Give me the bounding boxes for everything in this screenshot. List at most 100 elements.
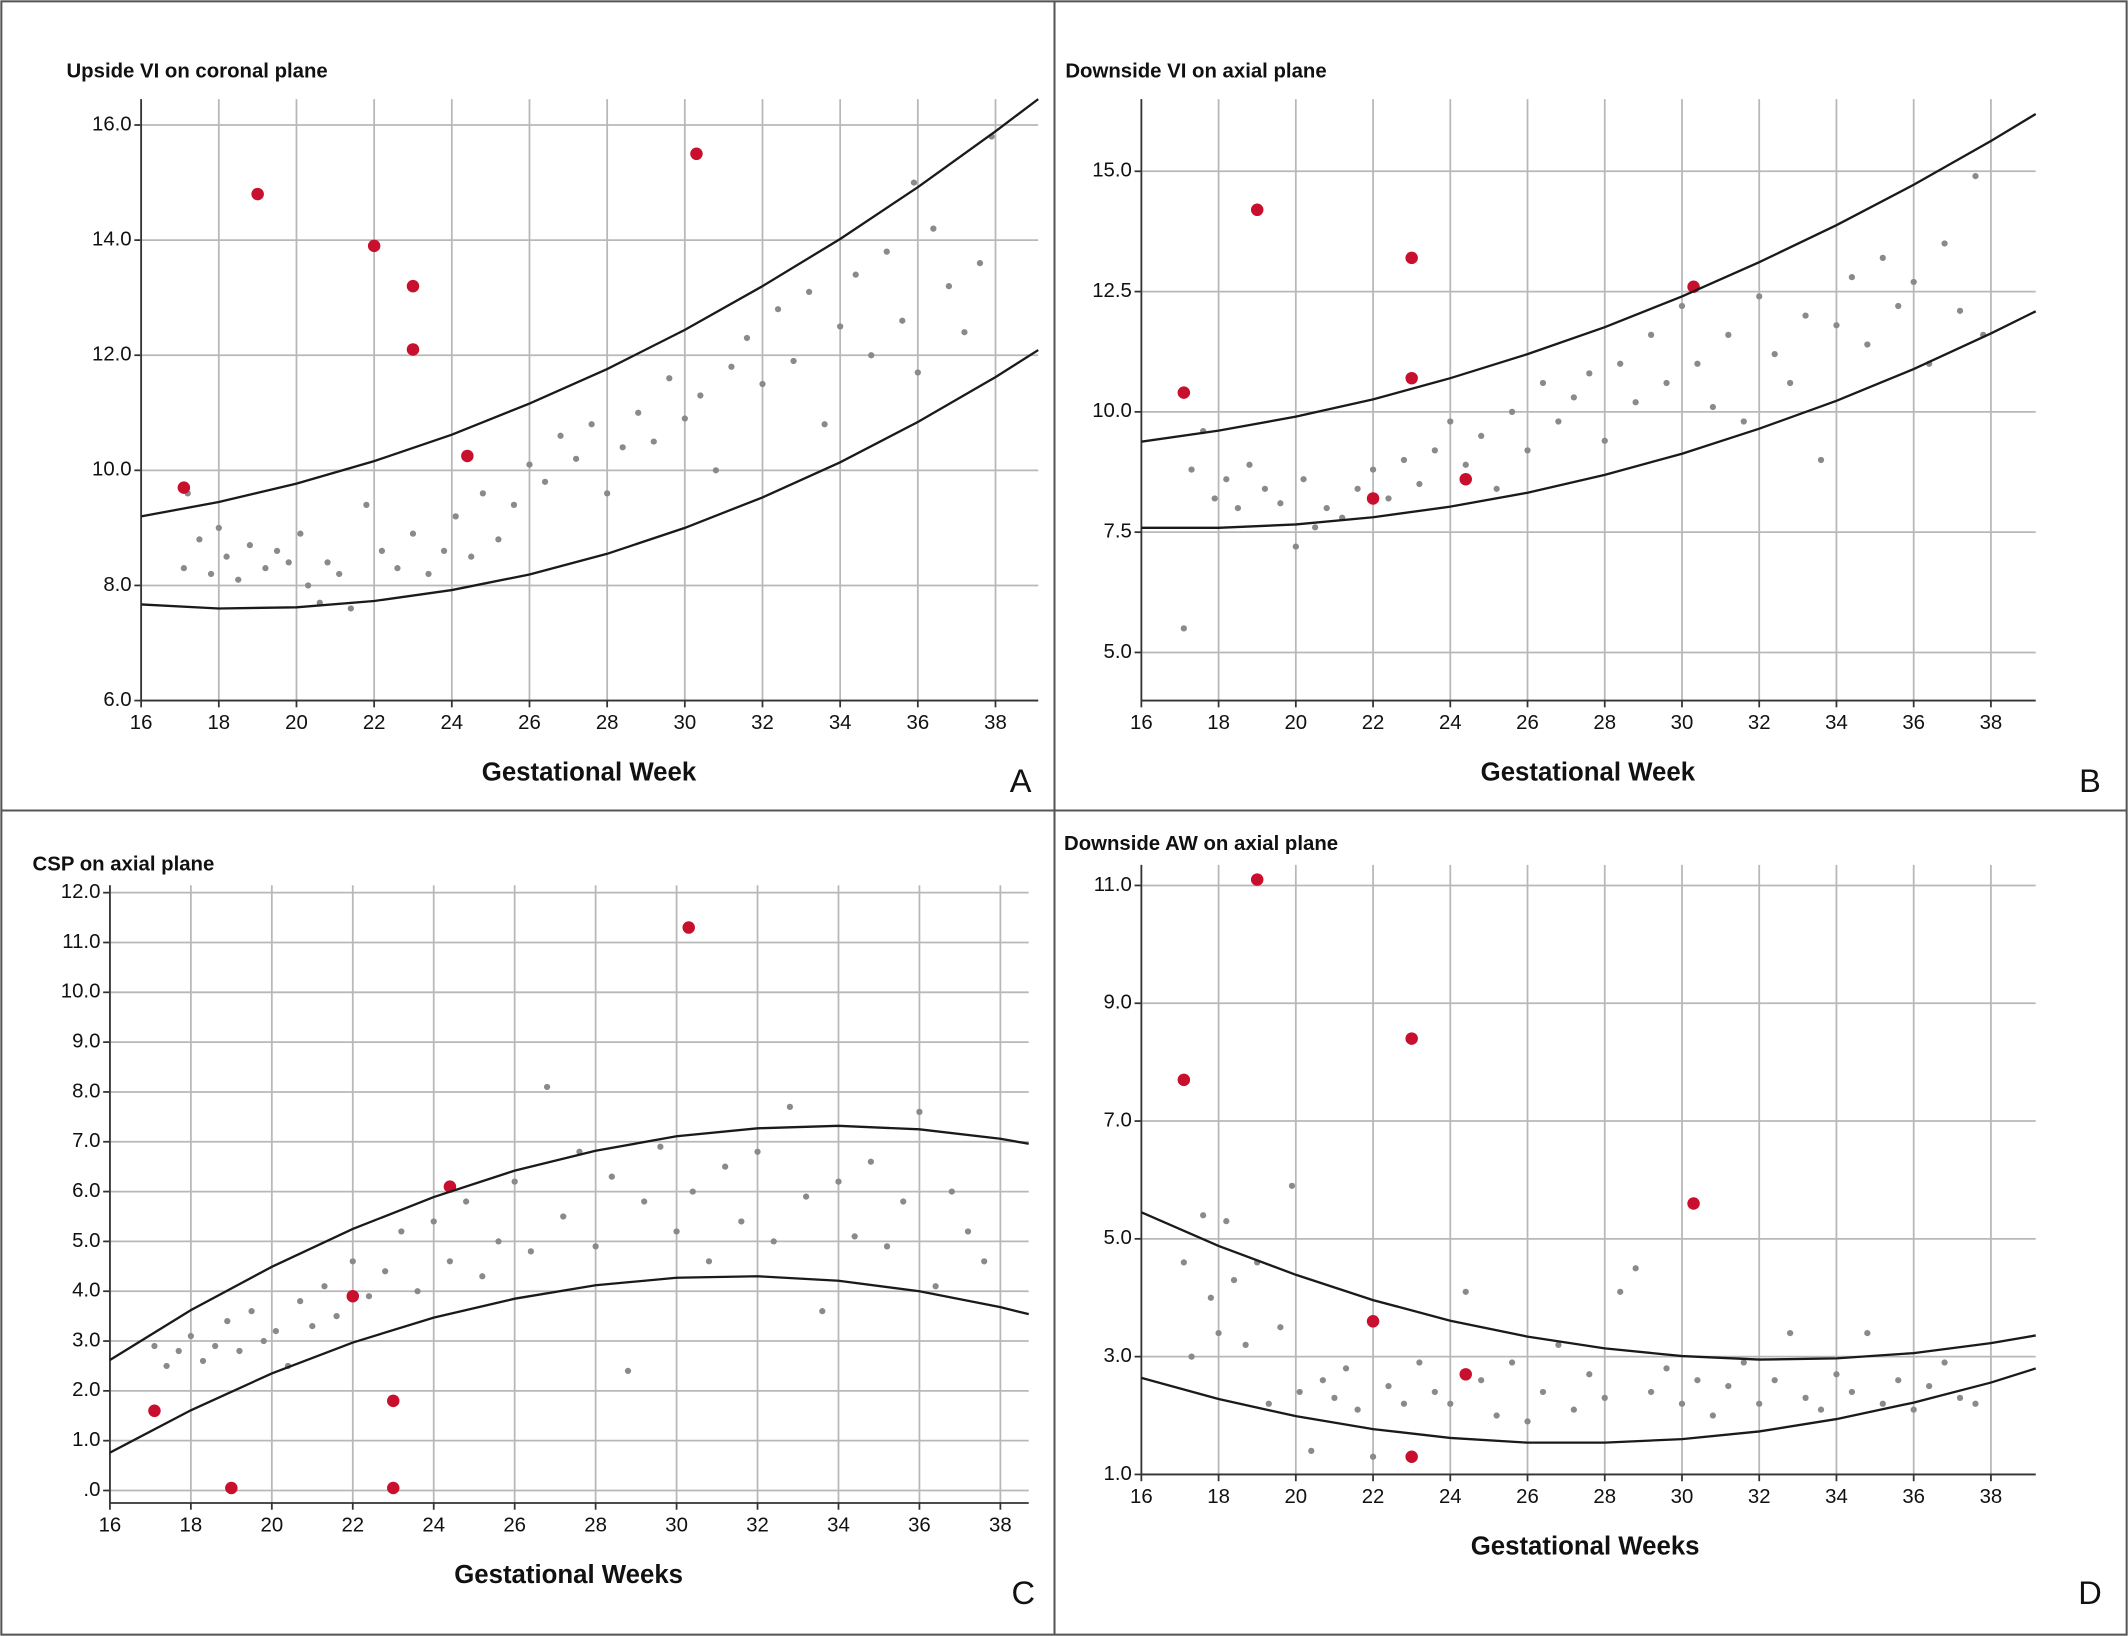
data-point	[324, 559, 331, 566]
data-point	[1478, 1377, 1485, 1384]
data-point	[1586, 370, 1593, 377]
x-tick-label: 20	[261, 1514, 284, 1536]
reference-curve	[141, 349, 1039, 610]
data-point	[236, 1347, 243, 1355]
outlier-point	[1405, 251, 1418, 265]
x-tick-label: 32	[1748, 712, 1771, 734]
data-point	[479, 1273, 486, 1280]
outlier-point	[1687, 1197, 1700, 1210]
data-point	[409, 530, 417, 537]
data-point	[608, 1173, 615, 1180]
x-tick-label: 20	[285, 712, 308, 734]
x-tick-label: 20	[1284, 1486, 1307, 1508]
data-point	[365, 1293, 373, 1300]
y-tick-label: 12.5	[1092, 280, 1132, 302]
data-point	[1215, 1329, 1222, 1337]
data-point	[333, 1313, 340, 1320]
data-point	[738, 1218, 745, 1225]
data-point	[336, 570, 343, 578]
data-point	[821, 421, 828, 428]
y-tick-label: 7.5	[1104, 521, 1132, 543]
data-point	[1400, 456, 1408, 464]
outlier-point	[690, 147, 703, 161]
data-point	[1786, 1329, 1794, 1337]
x-tick-label: 38	[989, 1514, 1012, 1536]
x-tick-label: 30	[665, 1514, 688, 1536]
x-tick-label: 36	[908, 1514, 931, 1536]
reference-curve	[109, 1124, 1029, 1361]
data-point	[1462, 461, 1469, 468]
data-point	[1508, 408, 1516, 415]
data-point	[743, 334, 751, 342]
data-point	[262, 565, 269, 572]
data-point	[961, 329, 968, 336]
data-point	[1895, 1377, 1902, 1384]
x-tick-label: 30	[673, 712, 696, 734]
data-point	[1740, 418, 1747, 425]
y-tick-label: 4.0	[72, 1280, 100, 1302]
data-point	[1246, 461, 1253, 468]
data-point	[770, 1238, 777, 1245]
x-tick-label: 38	[1980, 712, 2003, 734]
data-point	[1570, 1406, 1577, 1413]
reference-curve	[1141, 113, 2037, 443]
data-point	[215, 524, 222, 532]
x-tick-label: 26	[1516, 1486, 1539, 1508]
y-tick-label: 5.0	[1104, 641, 1132, 663]
reference-curve	[1140, 1211, 2036, 1361]
y-tick-label: 6.0	[103, 689, 131, 711]
data-point	[446, 1258, 454, 1265]
data-point	[273, 547, 281, 555]
panel-label: D	[2078, 1575, 2102, 1611]
data-point	[1941, 1359, 1948, 1366]
x-tick-label: 34	[1825, 1486, 1848, 1508]
data-point	[560, 1213, 567, 1220]
data-point	[347, 605, 354, 612]
y-tick-label: 5.0	[1104, 1227, 1132, 1249]
outlier-point	[1459, 472, 1472, 486]
data-point	[802, 1193, 810, 1200]
data-point	[1771, 351, 1778, 358]
data-point	[1385, 495, 1392, 502]
data-point	[1694, 1377, 1701, 1384]
data-point	[867, 1158, 874, 1165]
data-point	[705, 1258, 713, 1265]
x-axis-label: Gestational Weeks	[454, 1561, 683, 1589]
y-tick-label: 1.0	[72, 1429, 100, 1451]
reference-curve	[140, 98, 1039, 518]
outlier-point	[461, 449, 474, 463]
data-point	[641, 1198, 648, 1205]
data-point	[297, 530, 304, 537]
data-point	[272, 1327, 279, 1335]
data-point	[1972, 172, 1979, 180]
data-point	[774, 306, 782, 313]
x-tick-label: 34	[1825, 712, 1848, 734]
data-point	[1632, 399, 1639, 406]
x-tick-label: 24	[1439, 712, 1462, 734]
outlier-point	[1459, 1368, 1472, 1381]
data-point	[1369, 1453, 1377, 1460]
x-tick-label: 26	[518, 712, 541, 734]
data-point	[1663, 1365, 1670, 1372]
data-point	[309, 1322, 316, 1330]
data-point	[1416, 1359, 1423, 1366]
y-tick-label: 3.0	[72, 1329, 100, 1351]
x-tick-label: 32	[746, 1514, 769, 1536]
data-point	[1312, 524, 1319, 531]
data-point	[1323, 504, 1330, 512]
data-point	[510, 501, 518, 508]
chart-title: Downside VI on axial plane	[1065, 60, 1326, 82]
data-point	[635, 409, 642, 416]
data-point	[948, 1188, 955, 1195]
x-tick-label: 18	[1207, 1486, 1230, 1508]
data-point	[321, 1283, 328, 1290]
x-tick-label: 16	[130, 712, 153, 734]
x-axis-label: Gestational Week	[482, 759, 697, 787]
data-point	[1601, 437, 1608, 444]
data-point	[1207, 1294, 1214, 1301]
outlier-point	[177, 481, 191, 494]
outlier-point	[148, 1404, 161, 1418]
outlier-point	[1250, 873, 1264, 886]
data-point	[541, 478, 549, 485]
x-tick-label: 36	[1902, 1486, 1925, 1508]
